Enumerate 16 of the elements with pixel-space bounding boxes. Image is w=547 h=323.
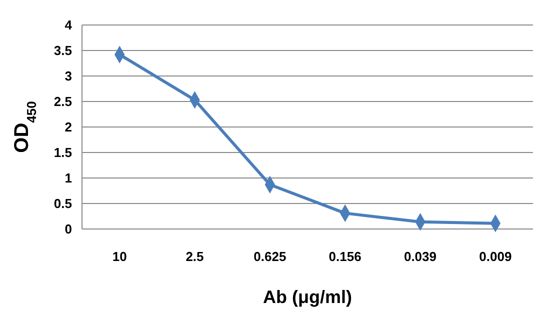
y-tick-label: 2.5 xyxy=(54,94,72,110)
x-tick-label: 0.156 xyxy=(328,249,362,264)
y-tick-label: 0 xyxy=(64,222,72,237)
y-tick-label: 4 xyxy=(64,18,73,33)
y-tick-label: 1 xyxy=(64,170,72,186)
x-tick-label: 10 xyxy=(112,249,127,264)
y-tick-label: 0.5 xyxy=(54,196,72,212)
x-tick-label: 0.039 xyxy=(404,249,437,264)
x-tick-label: 0.009 xyxy=(479,249,512,264)
y-tick-label: 1.5 xyxy=(54,145,72,160)
y-tick-label: 2 xyxy=(64,120,72,135)
x-tick-label: 2.5 xyxy=(186,249,204,264)
x-axis-title: Ab (μg/ml) xyxy=(263,287,352,307)
y-tick-label: 3 xyxy=(64,68,72,84)
y-tick-label: 3.5 xyxy=(54,43,72,58)
x-tick-label: 0.625 xyxy=(254,249,286,264)
